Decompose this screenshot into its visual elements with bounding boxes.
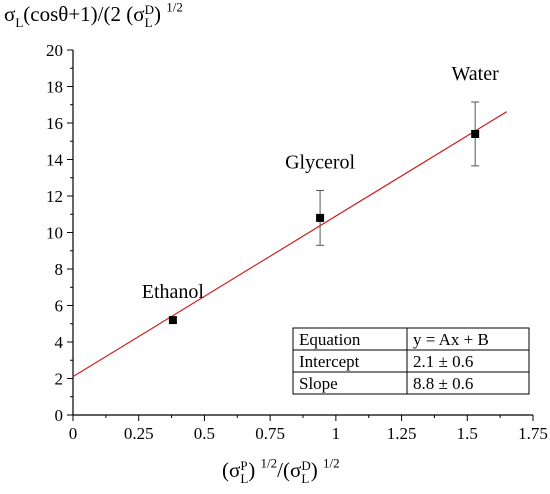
y-tick-label: 20 [46, 41, 63, 60]
x-tick-label: 0.5 [194, 424, 215, 443]
y-tick-label: 4 [55, 333, 64, 352]
data-point [168, 316, 177, 325]
table-cell-name: Intercept [299, 352, 360, 371]
point-label: Glycerol [285, 152, 355, 174]
x-axis-label: (σ P L) 1/2/(σ D L) 1/2 [222, 455, 340, 486]
table-cell-name: Slope [299, 374, 338, 393]
x-tick-label: 1.75 [518, 424, 548, 443]
y-axis-label: σ L (cosθ+1)/(2 (σ D L) 1/2 [4, 0, 183, 30]
x-tick-label: 1.5 [457, 424, 478, 443]
y-tick-label: 2 [55, 370, 64, 389]
x-tick-label: 0.75 [255, 424, 285, 443]
axes: 0 0.25 0.5 0.75 1 1.25 1.5 1.75 0 2 4 6 8 10 12 14 16 18 2… [46, 41, 548, 443]
y-tick-label: 14 [46, 151, 64, 170]
y-tick-label: 16 [46, 114, 63, 133]
table-cell-value: 8.8 ± 0.6 [413, 374, 473, 393]
y-tick-label: 18 [46, 78, 63, 97]
fit-parameters-table: Equation y = Ax + B Intercept 2.1 ± 0.6 Slop… [292, 327, 530, 395]
table-border [292, 327, 530, 395]
y-tick-label: 8 [55, 260, 64, 279]
table-cell-name: Equation [299, 330, 361, 349]
x-tick-label: 1 [332, 424, 341, 443]
x-tick-label: 1.25 [387, 424, 417, 443]
table-cell-value: 2.1 ± 0.6 [413, 352, 473, 371]
y-tick-label: 12 [46, 187, 63, 206]
fit-line [72, 111, 508, 378]
x-tick-label: 0.25 [124, 424, 154, 443]
y-tick-label: 10 [46, 224, 63, 243]
point-label: Water [452, 63, 500, 85]
data-point [316, 213, 325, 222]
fit-line-group [72, 111, 508, 378]
x-tick-label: 0 [69, 424, 78, 443]
data-points: Ethanol Glycerol Water [142, 63, 500, 325]
point-label: Ethanol [142, 281, 205, 303]
data-point [471, 129, 480, 138]
table-cell-value: y = Ax + B [413, 330, 489, 349]
y-tick-label: 6 [55, 297, 64, 316]
y-tick-label: 0 [55, 406, 64, 425]
